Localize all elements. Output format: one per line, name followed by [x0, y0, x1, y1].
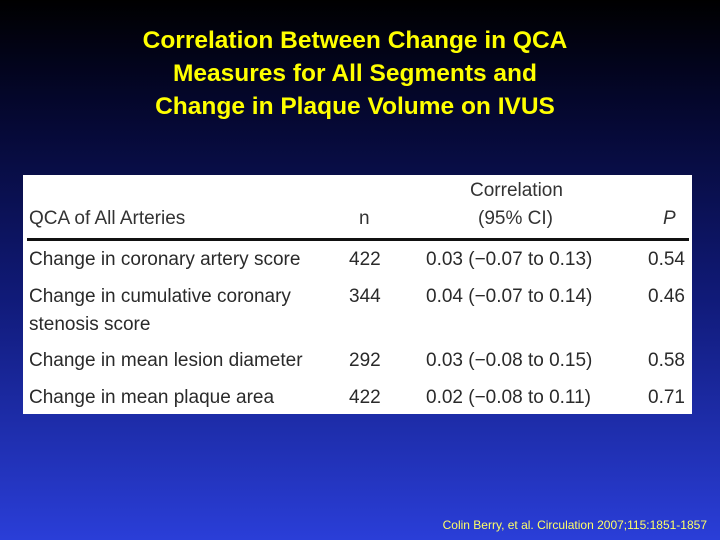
header-n: n — [359, 208, 370, 229]
row-p: 0.46 — [648, 286, 685, 307]
header-rule — [27, 238, 689, 241]
slide-title-line-2: Measures for All Segments and — [173, 60, 537, 87]
row-n: 422 — [349, 249, 381, 270]
row-correlation: 0.02 (−0.08 to 0.11) — [426, 387, 591, 408]
row-p: 0.58 — [648, 350, 685, 371]
correlation-table: QCA of All Arteries n Correlation (95% C… — [23, 175, 692, 414]
row-label: Change in mean plaque area — [29, 387, 275, 408]
header-p: P — [663, 208, 676, 229]
row-label: Change in cumulative coronary — [29, 286, 291, 307]
row-label: Change in mean lesion diameter — [29, 350, 303, 371]
row-label-continued: stenosis score — [29, 314, 151, 335]
row-n: 292 — [349, 350, 381, 371]
row-label: Change in coronary artery score — [29, 249, 301, 270]
row-correlation: 0.03 (−0.07 to 0.13) — [426, 249, 593, 270]
header-ci: (95% CI) — [478, 208, 553, 229]
row-p: 0.71 — [648, 387, 685, 408]
slide-title-line-1: Correlation Between Change in QCA — [142, 27, 568, 54]
slide-title: Correlation Between Change in QCA Measur… — [60, 24, 650, 123]
slide-title-line-3: Change in Plaque Volume on IVUS — [155, 93, 555, 120]
row-correlation: 0.04 (−0.07 to 0.14) — [426, 286, 593, 307]
row-correlation: 0.03 (−0.08 to 0.15) — [426, 350, 593, 371]
row-p: 0.54 — [648, 249, 685, 270]
citation: Colin Berry, et al. Circulation 2007;115… — [442, 518, 707, 532]
header-qca: QCA of All Arteries — [29, 208, 186, 229]
row-n: 422 — [349, 387, 381, 408]
header-correlation: Correlation — [470, 180, 563, 201]
row-n: 344 — [349, 286, 381, 307]
